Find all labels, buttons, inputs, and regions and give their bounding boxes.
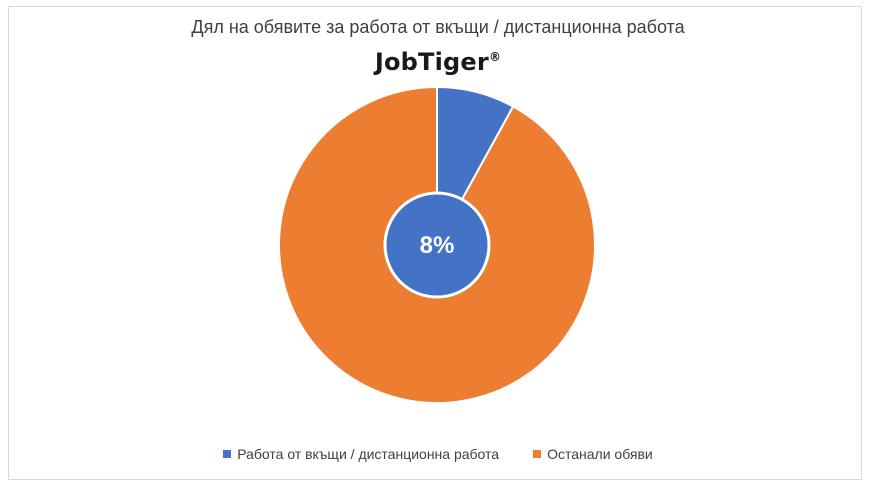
center-value-circle [383, 191, 491, 299]
jobtiger-logo: JobTiger® [0, 48, 876, 76]
legend-label-remote: Работа от вкъщи / дистанционна работа [237, 446, 500, 462]
legend-swatch-remote [223, 450, 232, 458]
legend-item-other: Останали обяви [533, 446, 653, 462]
legend-item-remote: Работа от вкъщи / дистанционна работа [223, 446, 499, 462]
registered-mark: ® [488, 50, 502, 64]
chart-title: Дял на обявите за работа от вкъщи / дист… [191, 17, 685, 37]
legend-label-other: Останали обяви [547, 446, 653, 462]
center-value-label: 8% [420, 232, 455, 259]
chart-legend: Работа от вкъщи / дистанционна работа Ос… [0, 446, 876, 462]
legend-swatch-other [533, 450, 542, 458]
logo-text: JobTiger [374, 48, 489, 76]
